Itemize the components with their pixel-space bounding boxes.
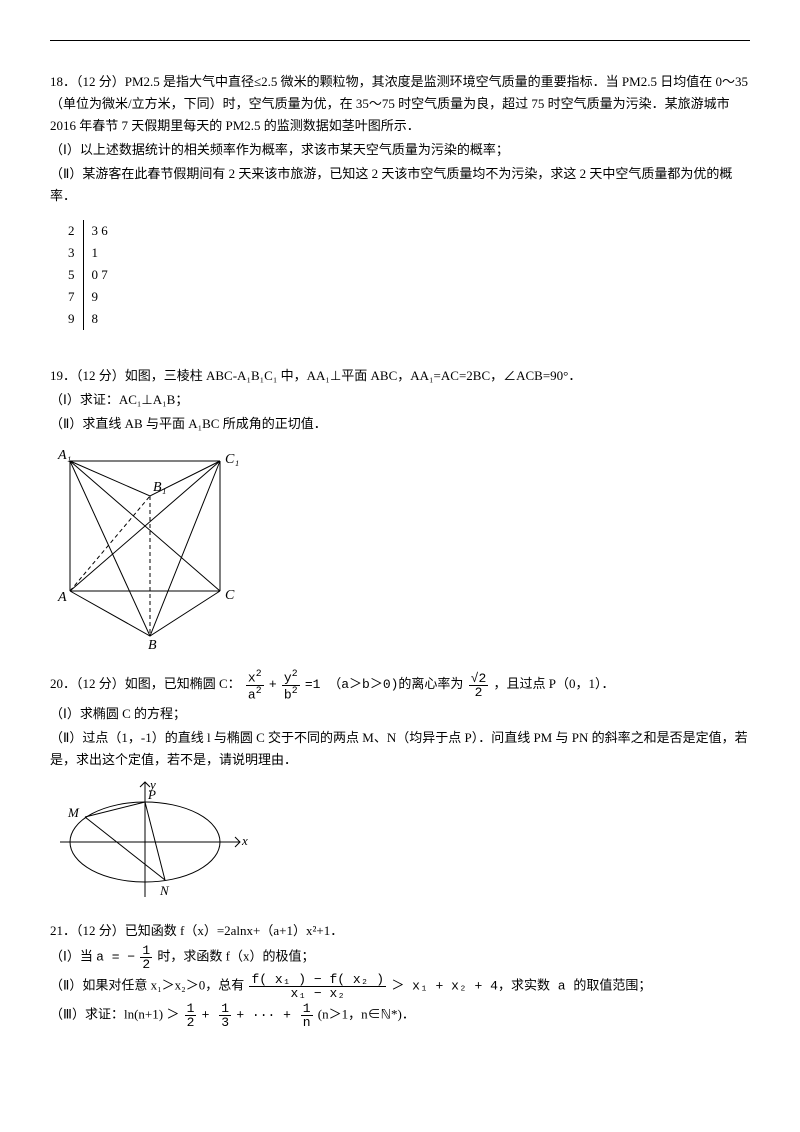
p18-q1: （Ⅰ）以上述数据统计的相关频率作为概率，求该市某天空气质量为污染的概率； (50, 139, 750, 161)
t1d: 2 (185, 1016, 197, 1029)
stem-0: 2 (60, 220, 83, 242)
p20-q2: （Ⅱ）过点（1，-1）的直线 l 与椭圆 C 交于不同的两点 M、N（均异于点 … (50, 727, 750, 771)
p18-head: 18．（12 分）PM2.5 是指大气中直径≤2.5 微米的颗粒物，其浓度是监测… (50, 71, 750, 137)
p21-q1-pre: （Ⅰ）当 (50, 949, 96, 964)
frac-half: 1 2 (140, 944, 152, 971)
p20-head-pre: 20．（12 分）如图，已知椭圆 C： (50, 676, 241, 691)
frac-1-n: 1 n (301, 1002, 313, 1029)
tkd: n (301, 1016, 313, 1029)
frac-y2b2: y2b2 (282, 669, 300, 701)
prism-figure: A₁ B₁ C₁ A B C (50, 441, 250, 651)
p18-q2: （Ⅱ）某游客在此春节假期间有 2 天来该市旅游，已知这 2 天该市空气质量均不为… (50, 163, 750, 207)
label-y: y (148, 777, 156, 792)
leaf-2: 0 7 (83, 264, 116, 286)
p21-q2-gt: ＞ x₁ + x₂ + 4，求实数 a 的取值范围； (391, 979, 651, 994)
stem-leaf-plot: 23 6 31 50 7 79 98 (60, 220, 116, 330)
label-B1: B₁ (153, 480, 166, 495)
frac-half-num: 1 (140, 944, 152, 958)
p20-head-post: ，且过点 P（0，1）． (494, 676, 615, 691)
p21-q1-aeq: a = − (96, 950, 135, 965)
problem-21: 21．（12 分）已知函数 f（x）=2alnx+（a+1）x²+1． （Ⅰ）当… (50, 920, 750, 1029)
p21-head: 21．（12 分）已知函数 f（x）=2alnx+（a+1）x²+1． (50, 920, 750, 942)
ellipse-figure: P M N x y (50, 777, 250, 902)
label-M: M (67, 805, 80, 820)
stem-2: 5 (60, 264, 83, 286)
p19-q1: （Ⅰ）求证：AC₁⊥A₁B； (50, 389, 750, 411)
label-B: B (148, 638, 157, 651)
p21-q1-post: 时，求函数 f（x）的极值； (157, 949, 314, 964)
p21-q2: （Ⅱ）如果对任意 x₁＞x₂＞0，总有 f( x₁ ) − f( x₂ ) x₁… (50, 973, 750, 1000)
stem-3: 7 (60, 286, 83, 308)
problem-19: 19．（12 分）如图，三棱柱 ABC-A₁B₁C₁ 中，AA₁⊥平面 ABC，… (50, 365, 750, 651)
label-C: C (225, 588, 235, 603)
label-x: x (241, 833, 248, 848)
t2d: 3 (219, 1016, 231, 1029)
dq-num: f( x₁ ) − f( x₂ ) (249, 973, 386, 987)
label-N: N (159, 883, 170, 898)
t2n: 1 (219, 1002, 231, 1016)
plus1: + (202, 1008, 218, 1023)
frac-1-2: 1 2 (185, 1002, 197, 1029)
problem-18: 18．（12 分）PM2.5 是指大气中直径≤2.5 微米的颗粒物，其浓度是监测… (50, 71, 750, 347)
p21-q3-pre: （Ⅲ）求证：ln(n+1) ＞ (50, 1007, 179, 1022)
frac-x2a2: x2a2 (246, 669, 264, 701)
leaf-1: 1 (83, 242, 116, 264)
p21-q3-cond: (n＞1，n∈ℕ*)． (318, 1007, 415, 1022)
problem-20: 20．（12 分）如图，已知椭圆 C： x2a2 + y2b2 =1 （a＞b＞… (50, 669, 750, 902)
p20-q1: （Ⅰ）求椭圆 C 的方程； (50, 703, 750, 725)
ecc-den: 2 (475, 685, 483, 700)
tkn: 1 (301, 1002, 313, 1016)
frac-diffquot: f( x₁ ) − f( x₂ ) x₁ − x₂ (249, 973, 386, 1000)
t1n: 1 (185, 1002, 197, 1016)
p21-q2-pre: （Ⅱ）如果对任意 x₁＞x₂＞0，总有 (50, 978, 244, 993)
dq-den: x₁ − x₂ (249, 987, 386, 1000)
leaf-0: 3 6 (83, 220, 116, 242)
page-top-rule (50, 40, 750, 41)
leaf-3: 9 (83, 286, 116, 308)
p21-q1: （Ⅰ）当 a = − 1 2 时，求函数 f（x）的极值； (50, 944, 750, 971)
label-C1: C₁ (225, 452, 239, 467)
frac-half-den: 2 (140, 958, 152, 971)
p21-q3: （Ⅲ）求证：ln(n+1) ＞ 1 2 + 1 3 + ··· + 1 n (n… (50, 1002, 750, 1029)
label-A: A (57, 590, 67, 605)
p19-head: 19．（12 分）如图，三棱柱 ABC-A₁B₁C₁ 中，AA₁⊥平面 ABC，… (50, 365, 750, 387)
plus-sign: + (269, 677, 277, 692)
leaf-4: 8 (83, 308, 116, 330)
p20-head: 20．（12 分）如图，已知椭圆 C： x2a2 + y2b2 =1 （a＞b＞… (50, 669, 750, 701)
stem-1: 3 (60, 242, 83, 264)
plus-dots: + ··· + (236, 1008, 298, 1023)
frac-ecc: √2 2 (469, 672, 489, 699)
label-A1: A₁ (57, 448, 71, 463)
stem-4: 9 (60, 308, 83, 330)
frac-1-3: 1 3 (219, 1002, 231, 1029)
p19-q2: （Ⅱ）求直线 AB 与平面 A₁BC 所成角的正切值． (50, 413, 750, 435)
eq-1: =1 （a＞b＞0)的离心率为 (305, 677, 464, 692)
ecc-num: √2 (471, 671, 487, 686)
